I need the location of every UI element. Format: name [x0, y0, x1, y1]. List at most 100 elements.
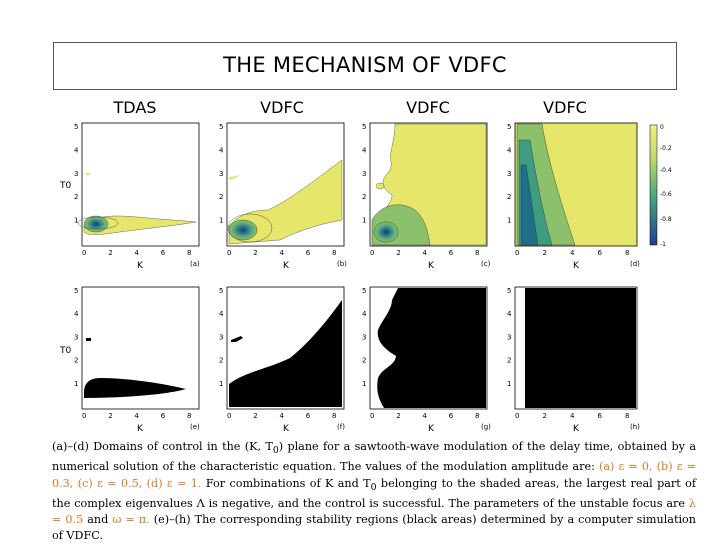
y-tick-a-5: 5 [74, 123, 78, 131]
caption-part-4: For combinations of K and T [201, 476, 371, 490]
x-tick-f-4: 8 [332, 412, 336, 420]
panel-letter-e: (e) [190, 423, 200, 431]
panel-letter-c: (c) [481, 260, 491, 268]
y-tick-f-1: 1 [219, 380, 223, 388]
y-tick-f-2: 2 [219, 357, 223, 365]
x-tick-c-3: 6 [449, 249, 454, 257]
caption-part-7: and [83, 513, 113, 527]
x-tick-f-3: 6 [306, 412, 311, 420]
x-tick-a-4: 8 [187, 249, 191, 257]
caption-part-8: ω = π. [112, 513, 150, 527]
caption-sub-1: 0 [272, 445, 279, 457]
panel-letter-d: (d) [630, 260, 640, 268]
panel-a-island [86, 172, 90, 176]
panel-d [514, 122, 658, 247]
x-tick-f-0: 0 [227, 412, 231, 420]
xlabel-h: K [573, 424, 580, 434]
panel-f-domain [229, 300, 342, 407]
column-label-2: VDFC [260, 98, 304, 117]
x-tick-h-4: 8 [625, 412, 629, 420]
panel-e-island [86, 338, 91, 341]
panel-letter-f: (f) [337, 423, 345, 431]
caption-part-6: λ = 0.5 [52, 497, 696, 527]
x-tick-d-1: 2 [543, 249, 547, 257]
panel-e-domain [84, 378, 186, 398]
caption-part-5: belonging to the shaded areas, the large… [52, 476, 696, 511]
panel-b-domain [228, 159, 343, 245]
y-tick-e-1: 1 [74, 380, 78, 388]
caption-part-9: (e)–(h) The corresponding stability regi… [52, 513, 696, 543]
y-tick-c-4: 4 [362, 146, 367, 154]
x-tick-b-4: 8 [332, 249, 336, 257]
panel-a-focus [83, 215, 109, 233]
ylabel-bottom: T0 [59, 346, 71, 356]
y-tick-f-3: 3 [219, 333, 223, 341]
x-tick-f-2: 4 [280, 412, 285, 420]
y-tick-b-3: 3 [219, 170, 223, 178]
y-tick-f-5: 5 [219, 287, 223, 295]
y-tick-h-2: 2 [507, 357, 511, 365]
column-label-1: TDAS [113, 98, 157, 117]
panel-letter-b: (b) [337, 260, 347, 268]
caption-part-1: (a)–(d) Domains of control in the (K, T [52, 440, 273, 453]
y-tick-d-5: 5 [507, 123, 511, 131]
x-tick-g-1: 2 [396, 412, 400, 420]
y-tick-d-1: 1 [507, 217, 511, 225]
y-tick-d-3: 3 [507, 170, 511, 178]
panel-b-island [229, 174, 241, 180]
y-tick-d-4: 4 [507, 146, 512, 154]
x-tick-g-4: 8 [475, 412, 479, 420]
y-tick-h-1: 1 [507, 380, 511, 388]
figure-caption: (a)–(d) Domains of control in the (K, T0… [52, 439, 696, 545]
x-tick-e-0: 0 [82, 412, 86, 420]
x-tick-b-1: 2 [253, 249, 257, 257]
y-tick-h-4: 4 [507, 310, 512, 318]
cbar-tick-5: -1 [660, 241, 666, 248]
x-tick-d-3: 6 [598, 249, 603, 257]
caption-part-3: (a) ε = 0, (b) ε = 0.3, (c) ε = 0.5, (d)… [52, 460, 696, 490]
x-tick-c-2: 4 [423, 249, 428, 257]
x-tick-b-2: 4 [280, 249, 285, 257]
x-tick-g-3: 6 [449, 412, 454, 420]
axis-ticks: 0 2 4 6 8 1 2 3 4 5 0 2 4 6 8 1 2 3 4 5 0 2 4 6 8 1 2 3 4 5 0 2 4 6 8 1 2 3 4 5… [74, 123, 629, 420]
x-tick-b-3: 6 [306, 249, 311, 257]
y-tick-g-2: 2 [362, 357, 366, 365]
caption-part-2: ) plane for a sawtooth-wave modulation o… [52, 440, 697, 474]
column-label-3: VDFC [406, 98, 450, 117]
x-tick-d-4: 8 [625, 249, 629, 257]
y-tick-c-5: 5 [362, 123, 366, 131]
y-tick-g-3: 3 [362, 333, 366, 341]
panel-c-island [375, 182, 385, 190]
panel-letter-a: (a) [190, 260, 200, 268]
y-tick-a-2: 2 [74, 193, 78, 201]
y-tick-c-2: 2 [362, 193, 366, 201]
x-tick-h-0: 0 [515, 412, 519, 420]
panel-a-domain [83, 215, 197, 235]
slide-title: THE MECHANISM OF VDFC [223, 53, 507, 77]
panel-c [369, 122, 488, 247]
y-tick-f-4: 4 [219, 310, 224, 318]
cbar-tick-0: 0 [660, 124, 664, 131]
figure-panels: 0 2 4 6 8 1 2 3 4 5 0 2 4 6 8 1 2 3 4 5 0 2 4 6 8 1 2 3 4 5 0 2 4 6 8 1 2 3 4 5… [59, 122, 672, 434]
column-label-4: VDFC [543, 98, 587, 117]
xlabel-f: K [283, 424, 290, 434]
x-tick-a-3: 6 [161, 249, 166, 257]
y-tick-b-5: 5 [219, 123, 223, 131]
panel-f-island [231, 336, 243, 342]
y-tick-e-4: 4 [74, 310, 79, 318]
title-box: THE MECHANISM OF VDFC [53, 42, 677, 90]
x-tick-d-2: 4 [570, 249, 575, 257]
x-tick-c-4: 8 [475, 249, 479, 257]
panel-a-contour [77, 216, 119, 230]
y-tick-g-4: 4 [362, 310, 367, 318]
y-tick-d-2: 2 [507, 193, 511, 201]
y-tick-a-3: 3 [74, 170, 78, 178]
x-tick-h-3: 6 [598, 412, 603, 420]
y-tick-b-2: 2 [219, 193, 223, 201]
panel-b-contour [227, 213, 273, 243]
xlabel-b: K [283, 261, 290, 271]
y-tick-b-4: 4 [219, 146, 224, 154]
y-tick-e-5: 5 [74, 287, 78, 295]
y-tick-h-5: 5 [507, 287, 511, 295]
x-tick-b-0: 0 [227, 249, 231, 257]
